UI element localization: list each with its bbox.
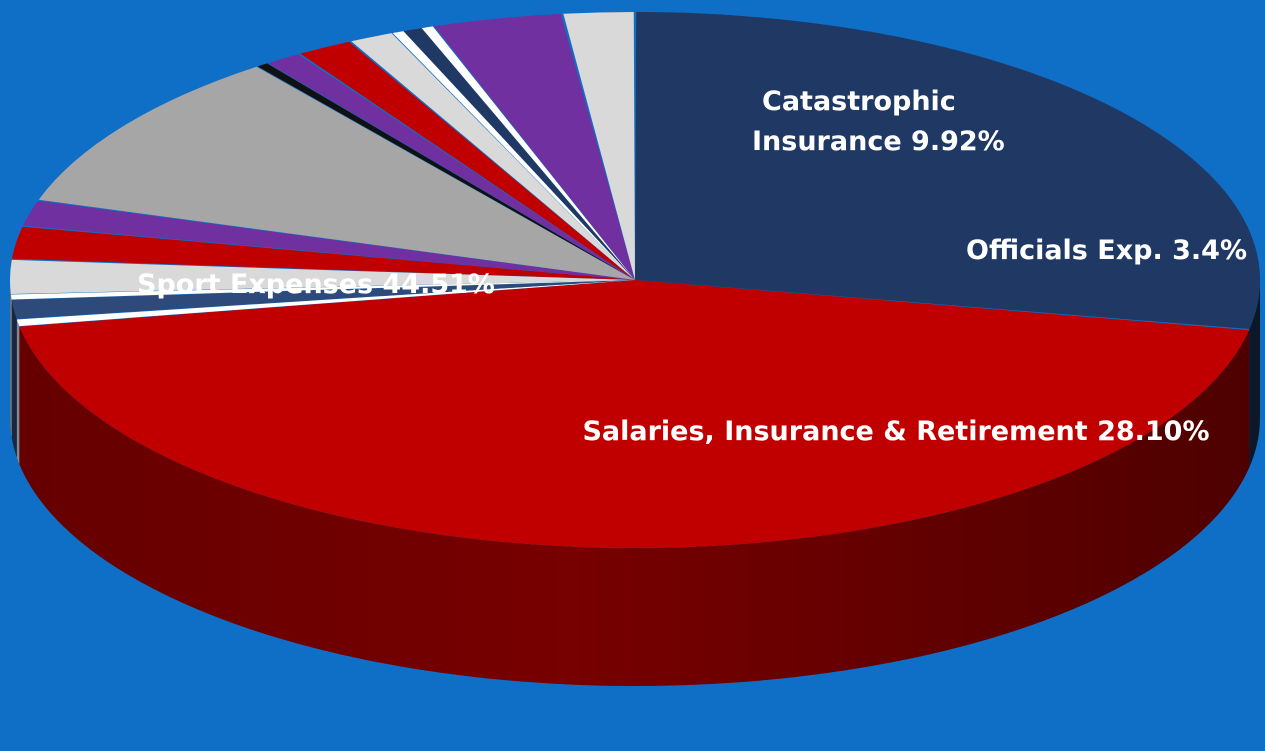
pie-slice-slice-black-1 — [257, 63, 635, 280]
pie-slice-slice-red-2 — [300, 41, 635, 281]
pie-slice-slice-white-4 — [421, 26, 635, 280]
pie-slice-sport-expenses — [19, 280, 1249, 548]
pie-slice-slice-purple-2 — [268, 54, 635, 280]
label-catastrophic-insurance: Catastrophic Insurance 9.92% — [752, 86, 1005, 157]
label-officials-exp: Officials Exp. 3.4% — [966, 235, 1247, 266]
pie-slice-slice-red-1 — [11, 226, 636, 280]
pie-side-walls — [10, 280, 1260, 687]
pie-side-shading — [10, 280, 1260, 686]
pie-slice-slice-white-1 — [16, 280, 635, 327]
pie-slice-slice-purple-1 — [22, 200, 635, 280]
pie-slice-slice-white-2 — [10, 280, 636, 300]
pie-slice-slice-lightgray-1 — [10, 259, 636, 294]
pie-slice-slice-navy-1 — [11, 280, 635, 319]
pie-slice-slice-lightgray-2 — [351, 33, 635, 281]
pie-slice-slice-lightgray-3 — [563, 12, 635, 280]
pie-slice-slice-navy-2 — [403, 28, 635, 280]
label-salaries-insurance-retirement: Salaries, Insurance & Retirement 28.10% — [582, 416, 1209, 447]
pie-slice-catastrophic-insurance — [38, 66, 635, 281]
pie-slice-salaries-insurance-retirement — [635, 12, 1260, 330]
label-sport-expenses: Sport Expenses 44.51% — [137, 269, 495, 300]
pie-top-faces — [10, 12, 1260, 548]
pie-labels: Salaries, Insurance & Retirement 28.10% S… — [137, 86, 1247, 447]
pie-slice-slice-white-3 — [392, 31, 635, 281]
pie-slice-officials-exp — [433, 13, 635, 280]
